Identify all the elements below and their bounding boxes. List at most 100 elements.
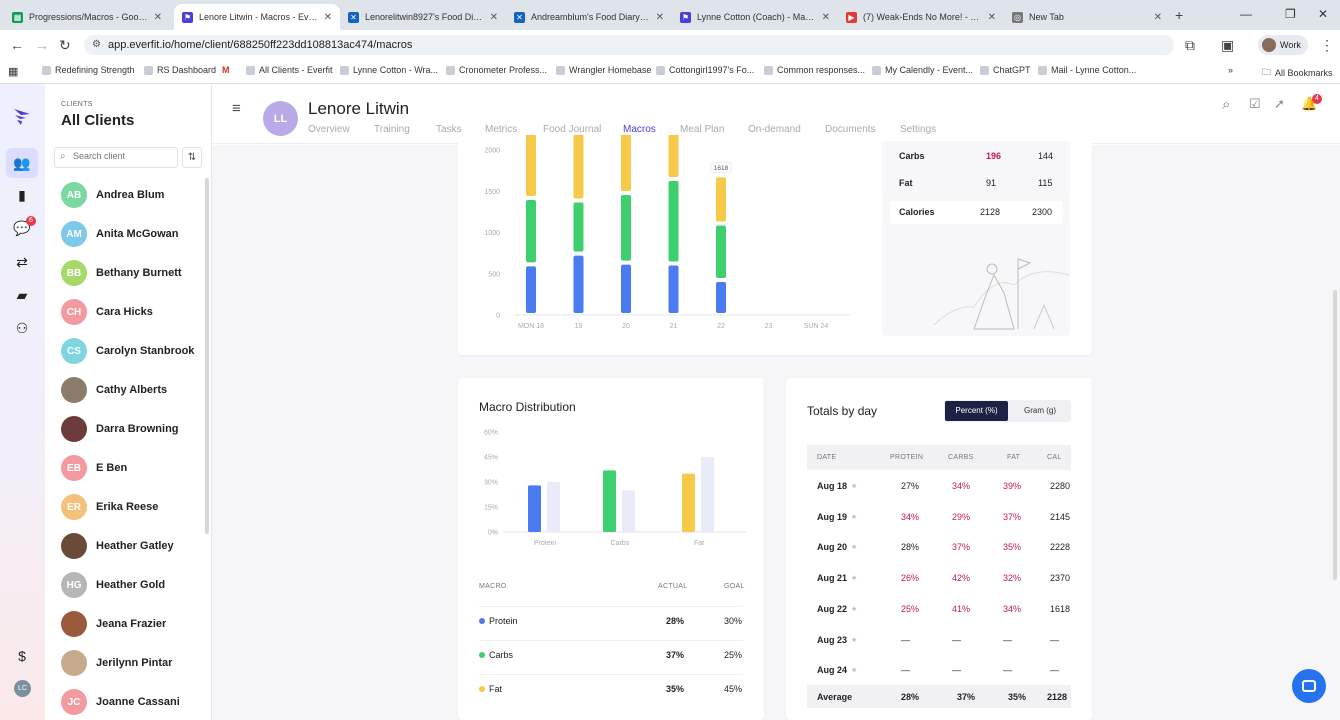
tab-food-journal[interactable]: Food Journal (543, 124, 602, 135)
bar-fat[interactable] (621, 135, 631, 192)
reload-icon[interactable]: ↻ (59, 37, 71, 53)
browser-tab[interactable]: ✕ Andreamblum's Food Diary | M ✕ (506, 4, 672, 30)
tab-metrics[interactable]: Metrics (485, 124, 518, 135)
browser-tab[interactable]: ⚑ Lynne Cotton (Coach) - Macros ✕ (672, 4, 838, 30)
automation-icon[interactable]: ⇄ (16, 253, 28, 270)
bookmark-item[interactable]: ChatGPT (980, 65, 1031, 75)
client-list-item[interactable]: Heather Gatley (61, 532, 174, 560)
bar-fat[interactable] (668, 135, 679, 177)
bar-carbs[interactable] (668, 181, 679, 262)
close-window-button[interactable]: ✕ (1318, 7, 1329, 21)
tab-overview[interactable]: Overview (308, 124, 350, 135)
coach-avatar[interactable]: LC (14, 680, 31, 697)
star-icon[interactable]: ★ (851, 513, 858, 521)
client-list-item[interactable]: Jeana Frazier (61, 610, 166, 638)
bar-fat[interactable] (526, 135, 536, 196)
main-scrollbar[interactable] (1333, 290, 1337, 580)
client-list-item[interactable]: ER Erika Reese (61, 493, 158, 521)
extensions-icon[interactable]: ⧉ (1185, 37, 1195, 53)
bar-carbs[interactable] (716, 225, 726, 278)
tab-close-icon[interactable]: ✕ (323, 11, 332, 23)
sidepanel-icon[interactable]: ▣ (1221, 37, 1235, 53)
bookmark-item[interactable]: RS Dashboard (144, 65, 216, 75)
more-bookmarks-icon[interactable]: » (1228, 65, 1234, 75)
bookmark-item[interactable]: My Calendly - Event... (872, 65, 973, 75)
profile-button[interactable]: Work (1258, 35, 1308, 55)
bookmark-item[interactable]: All Clients - Everfit (246, 65, 333, 75)
browser-tab[interactable]: ▶ (7) Weak-Ends No More! - YouT ✕ (838, 4, 1004, 30)
bar-fat-actual[interactable] (682, 473, 695, 532)
bar-carbs[interactable] (526, 199, 536, 263)
client-list-item[interactable]: AM Anita McGowan (61, 220, 179, 248)
clients-icon[interactable]: 👥 (13, 154, 31, 171)
client-list-item[interactable]: AB Andrea Blum (61, 181, 164, 209)
all-bookmarks[interactable]: 🗀 All Bookmarks (1262, 65, 1333, 81)
client-list-item[interactable]: Cathy Alberts (61, 376, 167, 404)
search-client-input[interactable] (73, 151, 173, 161)
bar-fat[interactable] (716, 177, 726, 222)
bar-carbs[interactable] (573, 202, 584, 252)
percent-toggle[interactable]: Percent (%) (945, 401, 1008, 421)
tab-on-demand[interactable]: On-demand (748, 124, 801, 135)
browser-tab[interactable]: ▦ Progressions/Macros - Google ✕ (4, 4, 170, 30)
minimize-button[interactable]: — (1240, 7, 1252, 21)
client-list-item[interactable]: HG Heather Gold (61, 571, 165, 599)
bookmark-item[interactable]: M (222, 65, 230, 75)
star-icon[interactable]: ★ (851, 544, 858, 552)
chat-support-button[interactable] (1292, 669, 1326, 703)
star-icon[interactable]: ★ (851, 667, 858, 675)
rocket-icon[interactable]: ➚ (1274, 96, 1285, 111)
search-icon[interactable]: ⌕ (1222, 96, 1231, 113)
gram-toggle[interactable]: Gram (g) (1024, 406, 1056, 415)
client-list-scrollbar[interactable] (205, 178, 209, 534)
everfit-logo-icon[interactable] (12, 106, 32, 126)
bar-protein[interactable] (668, 265, 679, 314)
browser-menu-icon[interactable]: ⋮ (1320, 37, 1334, 53)
bar-protein-actual[interactable] (528, 485, 541, 532)
tab-close-icon[interactable]: ✕ (489, 11, 498, 23)
tab-close-icon[interactable]: ✕ (1153, 11, 1162, 23)
apps-grid-icon[interactable]: ▦ (8, 66, 19, 78)
tab-close-icon[interactable]: ✕ (987, 11, 996, 23)
bar-protein-goal[interactable] (547, 482, 560, 532)
client-list-item[interactable]: Darra Browning (61, 415, 179, 443)
bookmark-item[interactable]: Lynne Cotton - Wra... (340, 65, 438, 75)
bar-protein[interactable] (573, 255, 584, 313)
folder-icon[interactable]: ▰ (16, 286, 28, 303)
library-icon[interactable]: ▮ (18, 186, 26, 203)
star-icon[interactable]: ★ (851, 483, 858, 490)
tab-meal-plan[interactable]: Meal Plan (680, 124, 725, 135)
tab-settings[interactable]: Settings (900, 124, 937, 135)
browser-tab[interactable]: ⚑ Lenore Litwin - Macros - Everfit ✕ (174, 4, 340, 30)
menu-toggle-icon[interactable]: ≡ (232, 100, 241, 117)
star-icon[interactable]: ★ (851, 636, 858, 644)
bookmark-item[interactable]: Cronometer Profess... (446, 65, 547, 75)
bar-carbs[interactable] (621, 195, 631, 261)
forward-icon[interactable]: → (35, 37, 49, 53)
star-icon[interactable]: ★ (851, 575, 858, 583)
tab-close-icon[interactable]: ✕ (153, 11, 162, 23)
bar-carbs-goal[interactable] (622, 490, 635, 532)
client-list-item[interactable]: EB E Ben (61, 454, 127, 482)
team-icon[interactable]: ⚇ (15, 319, 29, 336)
bookmark-item[interactable]: Wrangler Homebase (556, 65, 651, 75)
url-field[interactable]: ⚙ app.everfit.io/home/client/688250ff223… (84, 35, 1174, 55)
sort-button[interactable]: ⇅ (182, 147, 202, 168)
bar-fat-goal[interactable] (701, 457, 714, 532)
tab-close-icon[interactable]: ✕ (655, 11, 664, 23)
client-list-item[interactable]: JC Joanne Cassani (61, 688, 180, 716)
client-list-item[interactable]: CS Carolyn Stanbrook (61, 337, 194, 365)
client-list-item[interactable]: Jerilynn Pintar (61, 649, 172, 677)
new-tab-button[interactable]: + (1175, 7, 1184, 23)
bar-carbs-actual[interactable] (603, 470, 616, 532)
bookmark-item[interactable]: Mail - Lynne Cotton... (1038, 65, 1136, 75)
tasks-icon[interactable]: ☑ (1249, 96, 1261, 111)
bar-protein[interactable] (716, 282, 726, 313)
client-list-item[interactable]: BB Bethany Burnett (61, 259, 182, 287)
tab-documents[interactable]: Documents (825, 124, 876, 135)
back-icon[interactable]: ← (10, 37, 24, 53)
tab-tasks[interactable]: Tasks (436, 124, 462, 135)
star-icon[interactable]: ★ (851, 605, 858, 613)
bar-fat[interactable] (573, 135, 584, 199)
bar-protein[interactable] (526, 266, 536, 313)
